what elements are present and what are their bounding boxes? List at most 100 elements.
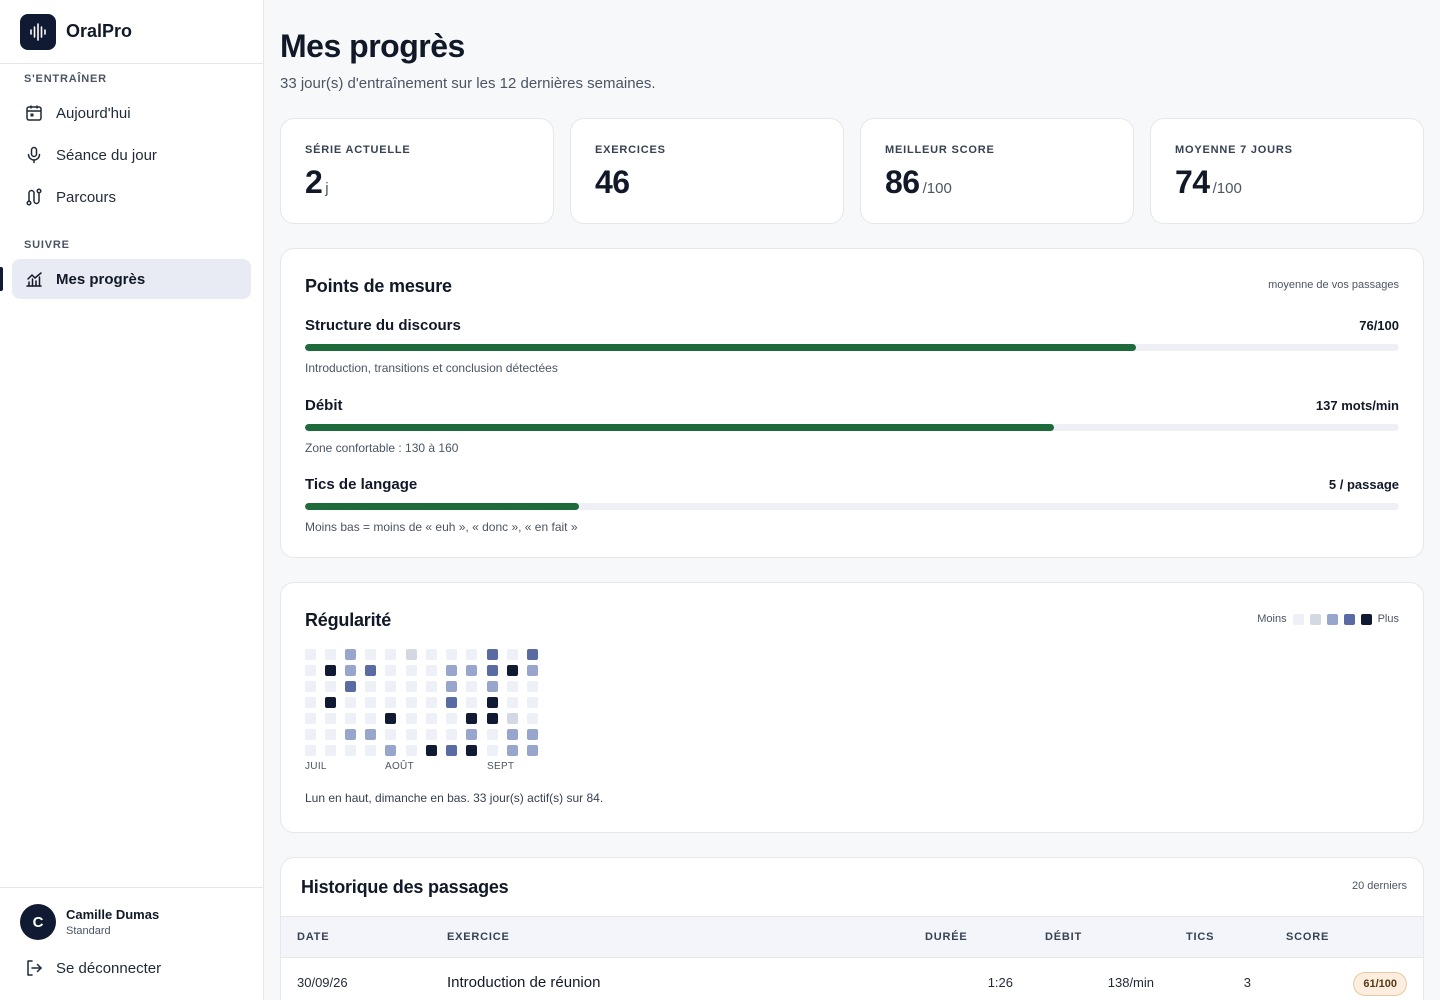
heatmap-cell — [365, 697, 376, 708]
heatmap-cell — [527, 681, 538, 692]
stat-label: SÉRIE ACTUELLE — [305, 144, 411, 156]
heatmap-cell — [507, 713, 518, 724]
heatmap-cell — [345, 697, 356, 708]
legend-swatch — [1326, 613, 1338, 625]
user-profile[interactable]: C Camille Dumas Standard — [20, 904, 159, 940]
heatmap-cell — [466, 713, 477, 724]
heatmap-cell — [507, 665, 518, 676]
heatmap-cell — [345, 729, 356, 740]
progress-bar — [305, 503, 1399, 510]
column-header-tics[interactable]: TICS — [1186, 931, 1215, 943]
legend-swatch — [1343, 613, 1355, 625]
sidebar-item-progress[interactable]: Mes progrès — [0, 259, 251, 299]
column-header-score[interactable]: SCORE — [1286, 931, 1330, 943]
sidebar-item-path[interactable]: Parcours — [12, 177, 252, 217]
column-header-date[interactable]: DATE — [297, 931, 330, 943]
legend-swatch — [1292, 613, 1304, 625]
progress-bar-fill — [305, 424, 1055, 431]
heatmap-cell — [527, 745, 538, 756]
heatmap-cell — [466, 665, 477, 676]
heatmap-cell — [305, 665, 316, 676]
metric-rate: Débit 137 mots/min Zone confortable : 13… — [305, 397, 1399, 455]
legend-swatch — [1309, 613, 1321, 625]
heatmap-cell — [507, 649, 518, 660]
heatmap-cell — [487, 665, 498, 676]
heatmap-cell — [446, 681, 457, 692]
sidebar-item-daily-session[interactable]: Séance du jour — [12, 135, 252, 175]
heatmap-cell — [385, 681, 396, 692]
metrics-title: Points de mesure — [305, 276, 452, 296]
heatmap-cell — [365, 649, 376, 660]
avatar: C — [20, 904, 56, 940]
page-subtitle: 33 jour(s) d'entraînement sur les 12 der… — [280, 75, 656, 92]
brand[interactable]: OralPro — [0, 0, 263, 64]
cell-tics: 3 — [1243, 975, 1251, 990]
heatmap-cell — [385, 697, 396, 708]
logout-button[interactable]: Se déconnecter — [24, 958, 161, 978]
stat-label: MEILLEUR SCORE — [885, 144, 995, 156]
stat-value: 86 — [885, 164, 920, 200]
heatmap-cell — [426, 729, 437, 740]
history-note: 20 derniers — [1351, 880, 1407, 892]
heatmap-cell — [446, 729, 457, 740]
page-title: Mes progrès — [280, 28, 465, 64]
heatmap-cell — [507, 681, 518, 692]
heatmap-cell — [466, 745, 477, 756]
month-label: JUIL — [305, 761, 327, 772]
heatmap-cell — [406, 665, 417, 676]
sidebar-item-label: Mes progrès — [56, 270, 146, 288]
metric-help: Zone confortable : 130 à 160 — [305, 441, 459, 455]
heatmap-cell — [466, 649, 477, 660]
heatmap-cell — [487, 713, 498, 724]
sidebar: OralPro S'ENTRAÎNER Aujourd'hui Séance d… — [0, 0, 264, 1000]
column-header-rate[interactable]: DÉBIT — [1045, 931, 1082, 943]
column-header-duration[interactable]: DURÉE — [925, 931, 968, 943]
user-name: Camille Dumas — [66, 907, 160, 922]
legend-more-label: Plus — [1377, 613, 1399, 625]
history-title: Historique des passages — [301, 877, 509, 897]
heatmap-cell — [527, 649, 538, 660]
heatmap-cell — [466, 681, 477, 692]
stat-value: 2 — [305, 164, 323, 200]
cell-duration: 1:26 — [987, 975, 1013, 990]
heatmap-cell — [406, 697, 417, 708]
heatmap-cell — [446, 697, 457, 708]
heatmap-cell — [365, 713, 376, 724]
metrics-card: Points de mesure moyenne de vos passages… — [280, 248, 1424, 558]
heatmap-cell — [426, 745, 437, 756]
heatmap-cell — [527, 697, 538, 708]
cell-date: 30/09/26 — [297, 975, 348, 990]
route-icon — [24, 187, 44, 207]
sidebar-item-label: Aujourd'hui — [56, 104, 131, 122]
progress-bar — [305, 424, 1399, 431]
heatmap-cell — [365, 665, 376, 676]
regularity-title: Régularité — [305, 610, 392, 630]
heatmap-cell — [426, 649, 437, 660]
heatmap-cell — [385, 649, 396, 660]
heatmap-cell — [527, 729, 538, 740]
heatmap-cell — [305, 681, 316, 692]
heatmap-cell — [507, 729, 518, 740]
table-row[interactable]: 30/09/26 Introduction de réunion 1:26 13… — [281, 958, 1423, 1000]
month-label: AOÛT — [385, 761, 414, 772]
heatmap-legend: Moins Plus — [1257, 613, 1399, 625]
stat-label: MOYENNE 7 JOURS — [1175, 144, 1293, 156]
heatmap-cell — [365, 745, 376, 756]
legend-less-label: Moins — [1257, 613, 1287, 625]
heatmap-cell — [507, 745, 518, 756]
heatmap-cell — [325, 681, 336, 692]
heatmap-cell — [446, 649, 457, 660]
heatmap-cell — [325, 745, 336, 756]
sidebar-item-today[interactable]: Aujourd'hui — [12, 93, 252, 133]
heatmap-cell — [305, 729, 316, 740]
heatmap-cell — [466, 697, 477, 708]
stat-unit: /100 — [1212, 180, 1242, 197]
brand-name: OralPro — [66, 21, 133, 41]
heatmap-cell — [507, 697, 518, 708]
heatmap-caption: Lun en haut, dimanche en bas. 33 jour(s)… — [305, 791, 604, 805]
stat-value: 74 — [1175, 164, 1210, 200]
heatmap-cell — [325, 649, 336, 660]
metric-value: 5 / passage — [1328, 477, 1399, 492]
column-header-exercise[interactable]: EXERCICE — [447, 931, 510, 943]
logout-icon — [24, 958, 44, 978]
